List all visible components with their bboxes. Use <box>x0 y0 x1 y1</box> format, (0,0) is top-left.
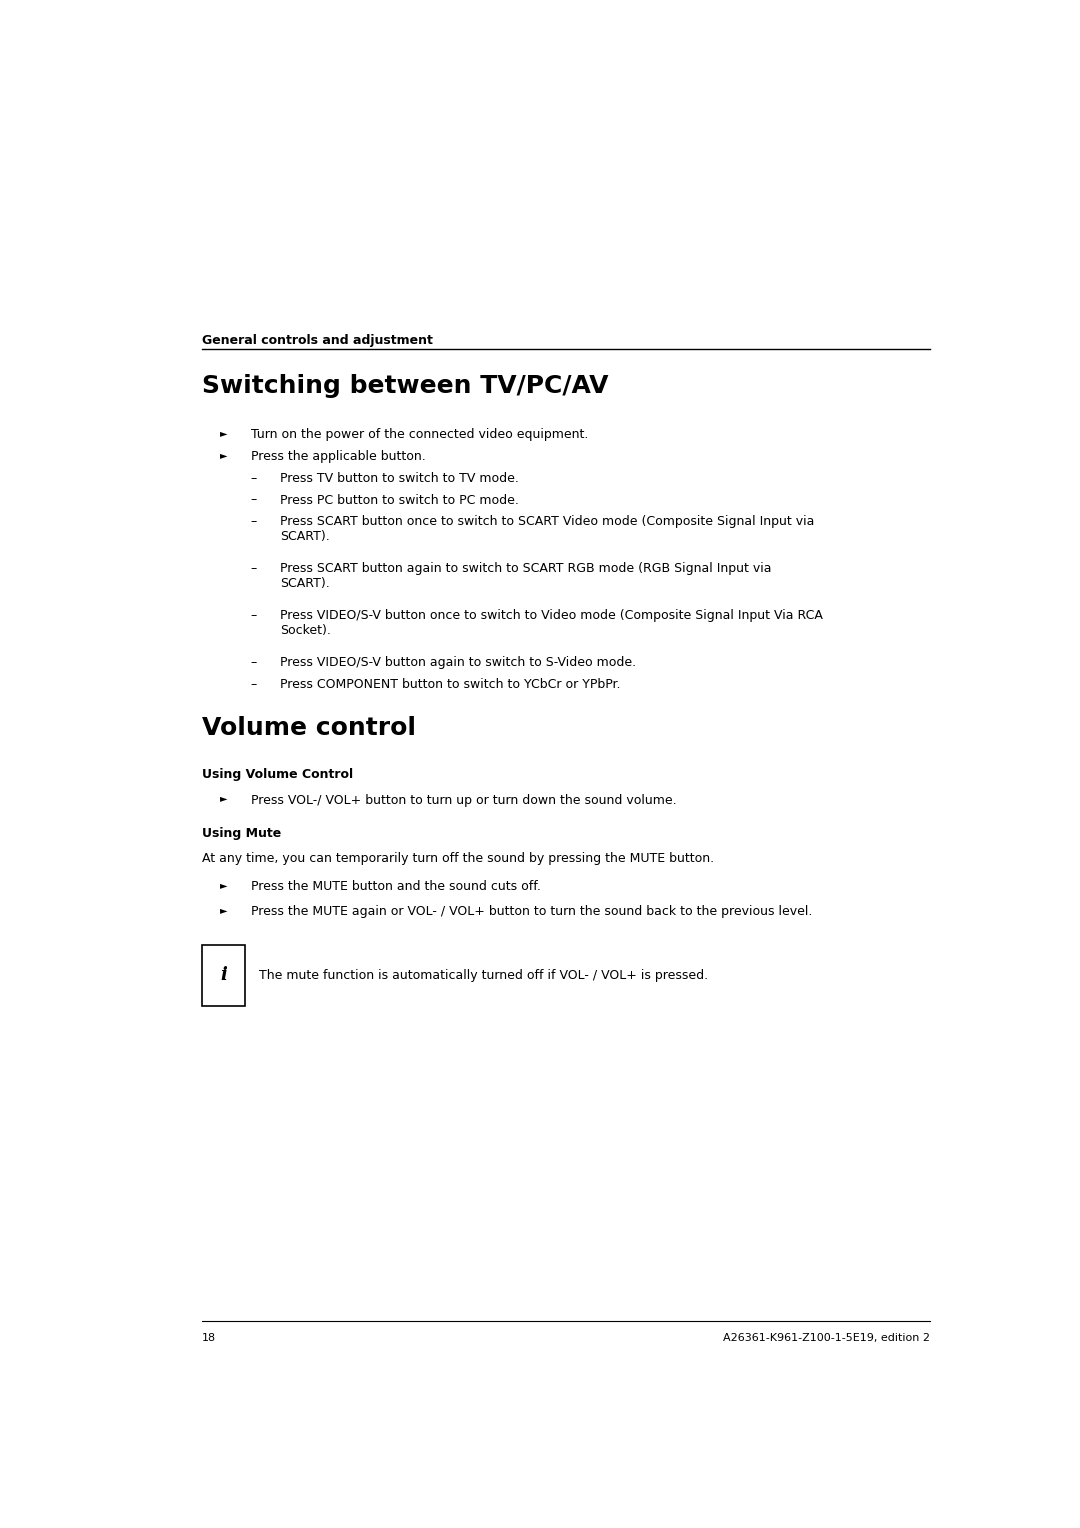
Text: Using Mute: Using Mute <box>202 827 281 840</box>
Text: –: – <box>251 515 257 529</box>
Text: –: – <box>251 472 257 484</box>
Text: Press COMPONENT button to switch to YCbCr or YPbPr.: Press COMPONENT button to switch to YCbC… <box>280 678 620 691</box>
Text: Using Volume Control: Using Volume Control <box>202 769 353 781</box>
Text: Volume control: Volume control <box>202 717 416 741</box>
Text: –: – <box>251 562 257 576</box>
Text: ►: ► <box>220 905 228 915</box>
Text: Press SCART button once to switch to SCART Video mode (Composite Signal Input vi: Press SCART button once to switch to SCA… <box>280 515 814 544</box>
Text: ►: ► <box>220 793 228 804</box>
Text: 18: 18 <box>202 1332 216 1343</box>
Text: Press VIDEO/S-V button once to switch to Video mode (Composite Signal Input Via : Press VIDEO/S-V button once to switch to… <box>280 610 823 637</box>
Text: –: – <box>251 494 257 506</box>
Text: –: – <box>251 678 257 691</box>
Text: A26361-K961-Z100-1-5E19, edition 2: A26361-K961-Z100-1-5E19, edition 2 <box>724 1332 930 1343</box>
Text: –: – <box>251 657 257 669</box>
Text: Press VOL-/ VOL+ button to turn up or turn down the sound volume.: Press VOL-/ VOL+ button to turn up or tu… <box>251 793 676 807</box>
Text: General controls and adjustment: General controls and adjustment <box>202 333 433 347</box>
Text: ►: ► <box>220 449 228 460</box>
Text: ►: ► <box>220 428 228 439</box>
Text: Press PC button to switch to PC mode.: Press PC button to switch to PC mode. <box>280 494 518 506</box>
Text: Press SCART button again to switch to SCART RGB mode (RGB Signal Input via
SCART: Press SCART button again to switch to SC… <box>280 562 771 590</box>
Text: Press TV button to switch to TV mode.: Press TV button to switch to TV mode. <box>280 472 518 484</box>
Text: Switching between TV/PC/AV: Switching between TV/PC/AV <box>202 374 608 399</box>
Text: i: i <box>220 966 227 984</box>
Text: Press the applicable button.: Press the applicable button. <box>251 449 426 463</box>
Text: –: – <box>251 610 257 622</box>
Text: Press the MUTE button and the sound cuts off.: Press the MUTE button and the sound cuts… <box>251 880 540 892</box>
Text: ►: ► <box>220 880 228 889</box>
Text: Turn on the power of the connected video equipment.: Turn on the power of the connected video… <box>251 428 588 442</box>
Text: Press the MUTE again or VOL- / VOL+ button to turn the sound back to the previou: Press the MUTE again or VOL- / VOL+ butt… <box>251 905 812 918</box>
Text: The mute function is automatically turned off if VOL- / VOL+ is pressed.: The mute function is automatically turne… <box>259 969 708 983</box>
Text: Press VIDEO/S-V button again to switch to S-Video mode.: Press VIDEO/S-V button again to switch t… <box>280 657 636 669</box>
Text: At any time, you can temporarily turn off the sound by pressing the MUTE button.: At any time, you can temporarily turn of… <box>202 853 714 865</box>
FancyBboxPatch shape <box>202 944 245 1005</box>
